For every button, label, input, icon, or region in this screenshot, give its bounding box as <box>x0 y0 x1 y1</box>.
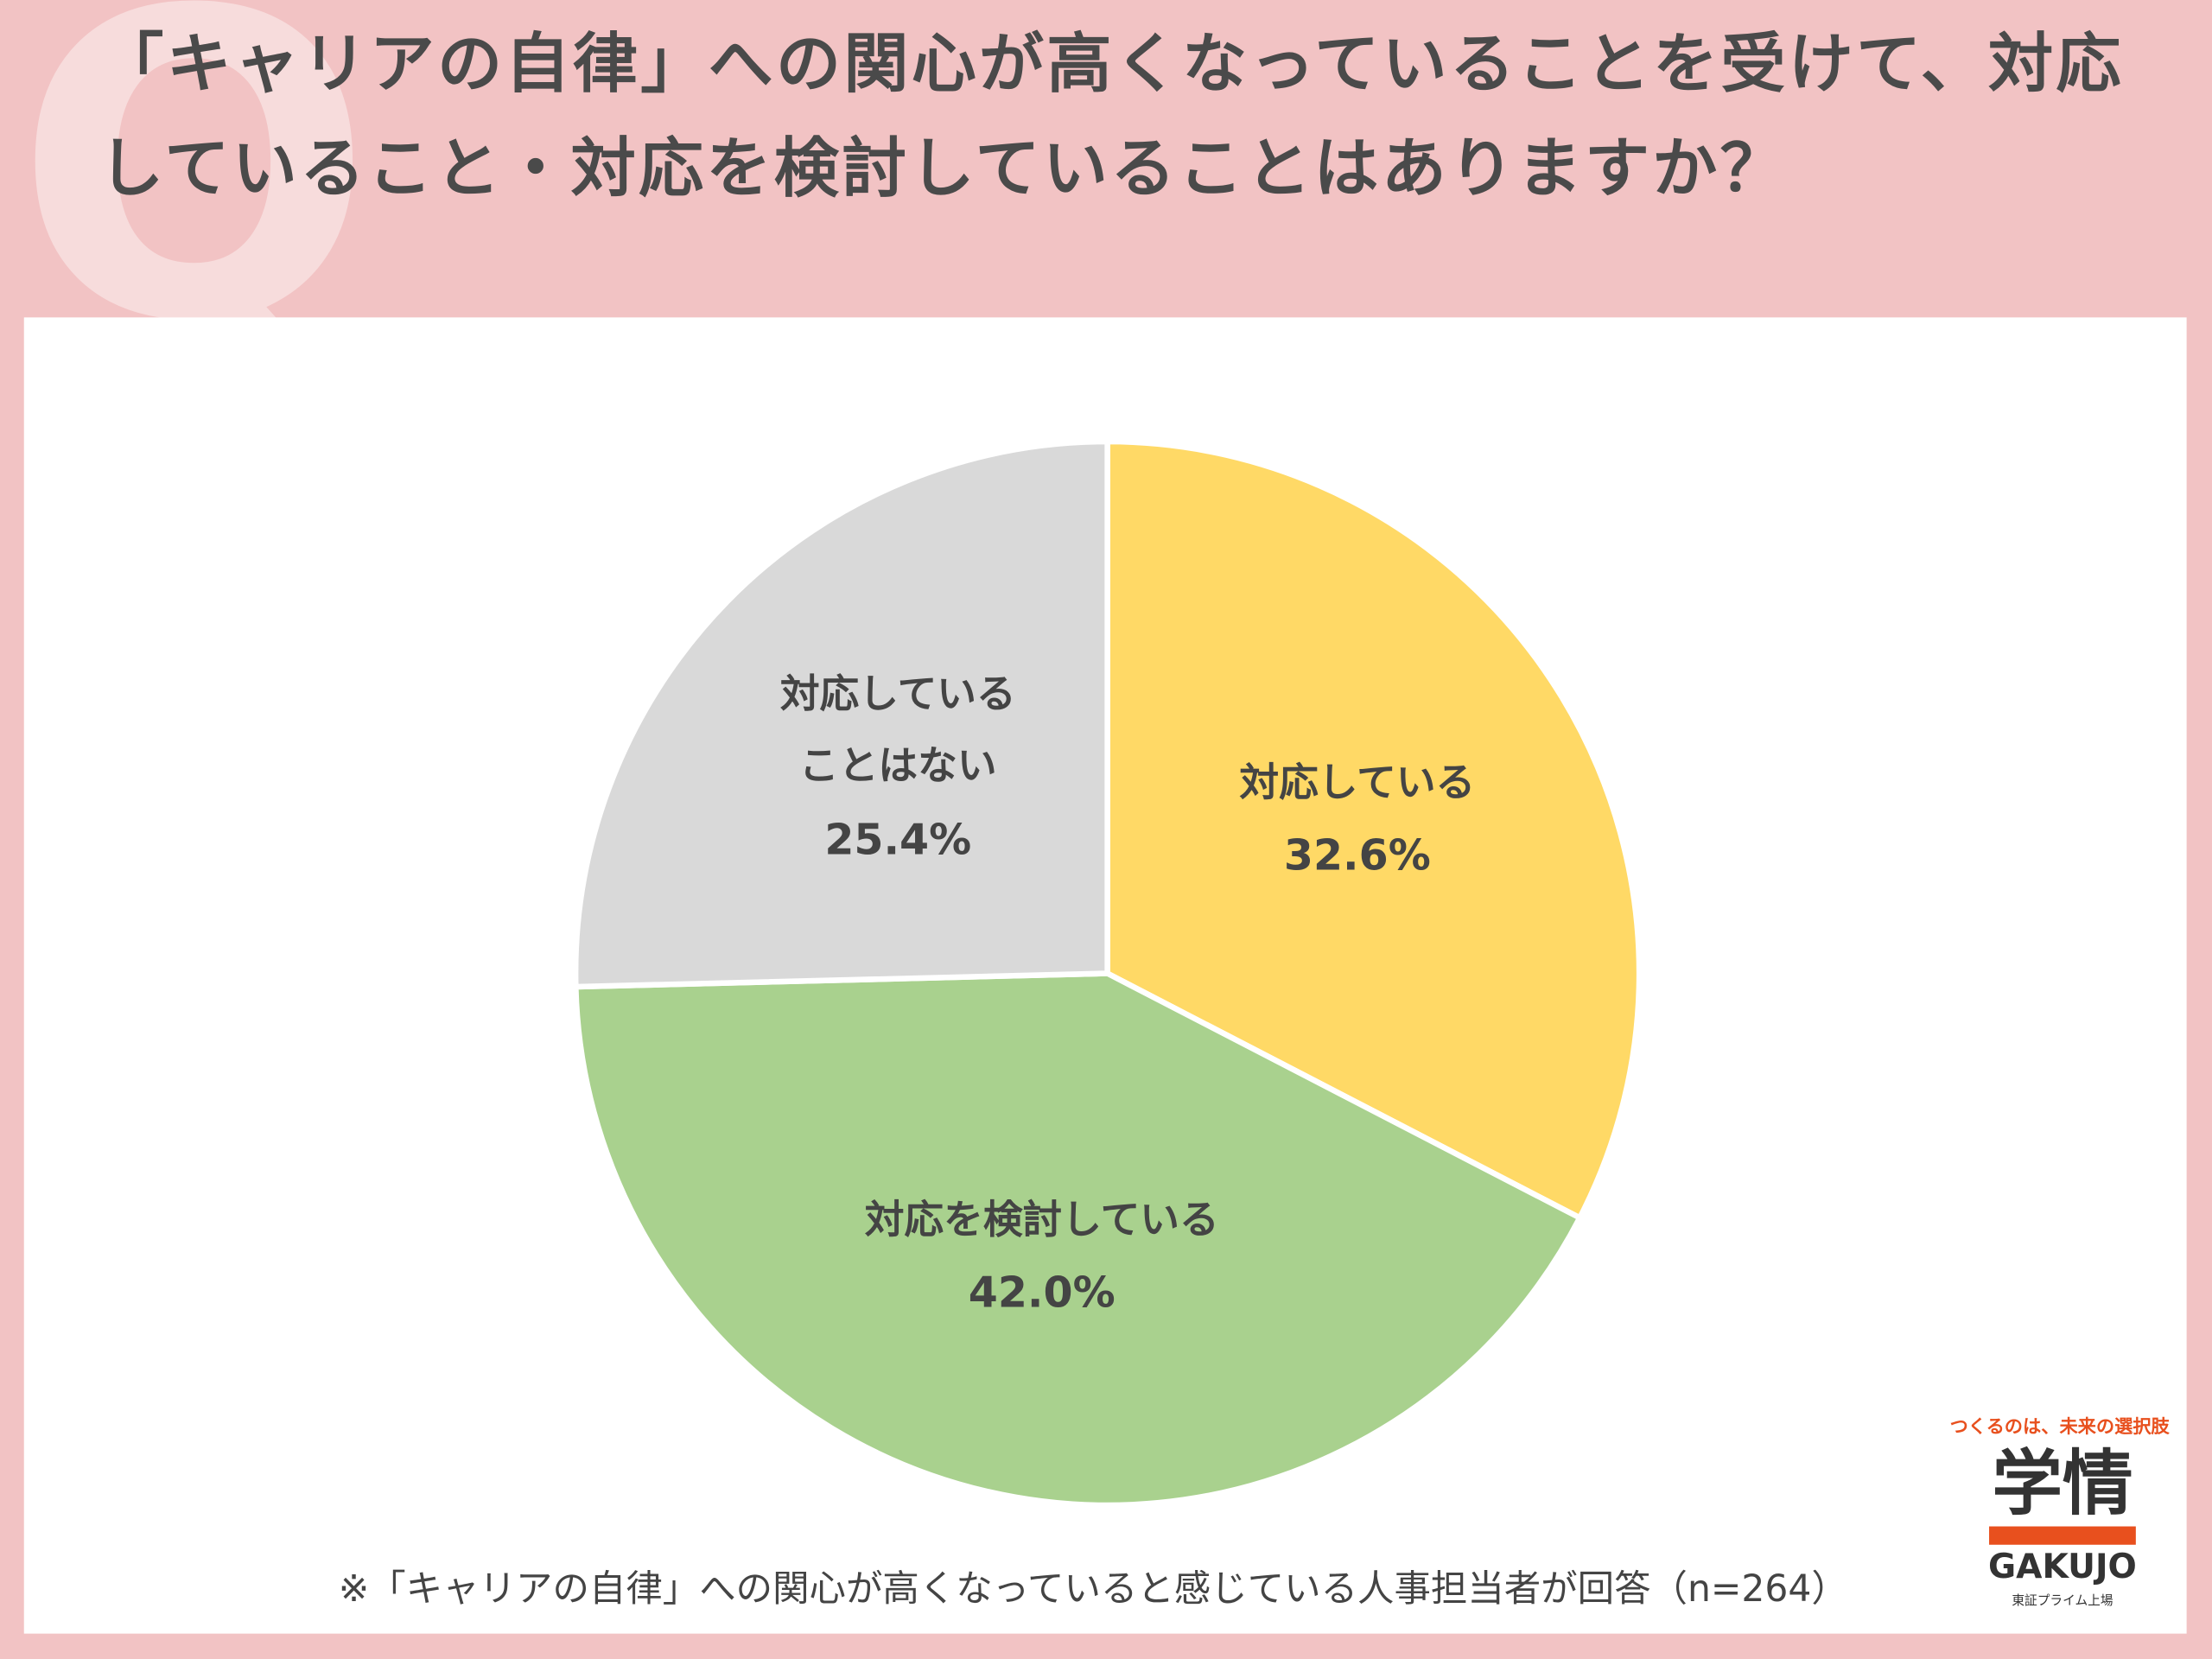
value-label: 32.6% <box>1284 831 1431 880</box>
slice-label: 対応を検討している <box>865 1196 1219 1242</box>
slice-label: 対応していることはない <box>780 671 1016 788</box>
logo-sub: 東証プライム上場 <box>2012 1593 2113 1608</box>
logo-tagline: つくるのは、未来の選択肢 <box>1950 1416 2171 1438</box>
footnote: ※「キャリアの自律」への関心が高くなっていると感じている人事担当者が回答（n=2… <box>339 1568 1848 1611</box>
chart-title: 「キャリアの自律」への関心が高くなっていることを受けて、対応していること・対応を… <box>99 25 2124 207</box>
pie-slice <box>1104 438 1643 1222</box>
logo-bar <box>1989 1526 2136 1545</box>
pie-slice <box>572 438 1110 990</box>
q-decoration: Q <box>14 0 374 415</box>
value-label: 42.0% <box>969 1268 1116 1317</box>
value-label: 25.4% <box>824 816 971 865</box>
logo-mark: 学情 <box>1992 1443 2133 1525</box>
logo-name: GAKUJO <box>1988 1548 2137 1586</box>
slice-label: 対応している <box>1239 760 1475 805</box>
pie-slice <box>572 970 1584 1509</box>
